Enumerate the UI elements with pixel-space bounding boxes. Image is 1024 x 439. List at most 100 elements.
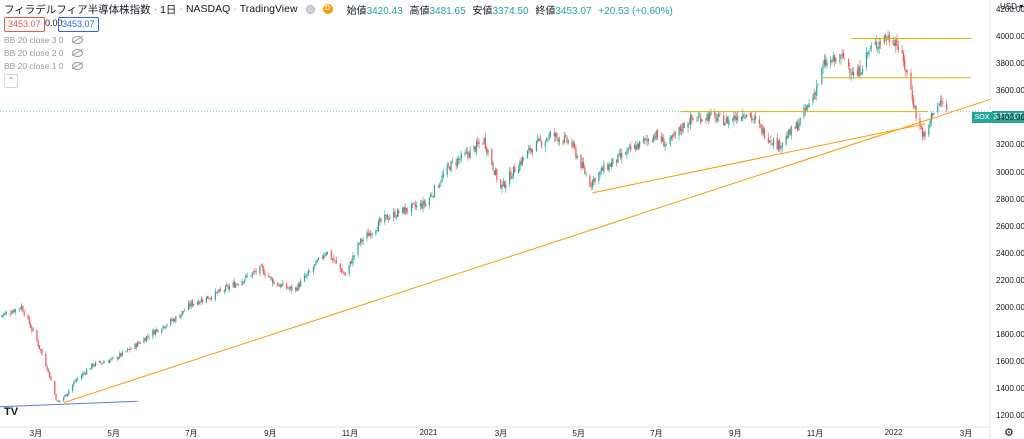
candle-up [273,281,275,284]
candle-down [856,70,859,76]
candle-down [692,118,694,120]
candle-up [646,139,648,142]
indicator-legend-bb3[interactable]: BB 20 close 3 0 [4,35,83,45]
candle-down [715,114,717,122]
eye-hidden-icon[interactable] [71,62,83,70]
candle-up [317,257,320,260]
interval-label[interactable]: 1日 [160,3,177,16]
candle-up [246,275,248,277]
candle-up [18,308,20,310]
candle-up [930,113,932,122]
candle-down [451,160,453,162]
candle-up [790,126,792,136]
candle-down [100,361,102,363]
candle-up [798,124,800,130]
candle-down [707,114,710,121]
x-tick-label: 3月 [29,429,43,438]
candle-down [171,319,173,321]
candle-up [433,185,436,197]
buy-price-box[interactable]: 3453.07 [58,17,99,32]
candle-up [521,157,523,165]
candle-up [653,135,655,141]
candle-down [344,274,346,276]
candle-up [187,303,190,310]
candle-up [143,338,145,343]
candle-up [83,372,85,374]
candle-up [644,138,646,141]
candle-up [517,169,520,174]
candle-down [157,329,159,333]
candle-up [753,117,755,120]
currency-selector[interactable]: USD ▾ [1000,2,1024,11]
candle-up [154,329,157,335]
candle-up [698,116,701,117]
candle-down [144,338,146,341]
candle-up [460,153,462,159]
candle-down [565,135,567,137]
eye-hidden-icon[interactable] [71,36,83,44]
candle-up [280,284,283,287]
candle-up [537,138,539,142]
candle-down [851,72,853,75]
candle-down [50,377,52,381]
candle-down [849,68,851,74]
candle-down [421,203,423,209]
candle-down [189,303,191,307]
indicator-legend-bb2[interactable]: BB 20 close 2 0 [4,48,83,58]
candle-down [386,214,388,220]
candle-down [36,330,38,341]
candle-down [491,149,493,165]
sell-price-box[interactable]: 3453.07 [4,17,45,32]
candle-up [446,165,448,175]
candle-up [627,147,629,151]
candle-up [464,152,466,155]
candle-down [760,125,762,127]
settings-gear-icon[interactable]: ⚙ [1004,427,1014,439]
candle-up [384,214,386,223]
candle-up [180,314,182,318]
candle-up [483,137,485,144]
candle-up [914,106,916,108]
eye-hidden-icon[interactable] [71,49,83,57]
candle-down [831,60,833,63]
candle-up [512,166,515,176]
tradingview-logo[interactable]: TV [4,406,19,418]
candle-up [746,114,748,117]
candle-down [679,126,681,131]
candle-up [823,59,825,65]
candle-up [393,212,395,218]
candle-down [647,138,650,142]
candle-down [654,136,656,138]
candle-down [700,116,702,123]
candle-down [23,311,25,316]
candle-up [98,361,100,363]
candle-up [218,289,220,293]
symbol-title[interactable]: フィラデルフィア半導体株指数 [4,3,151,16]
candle-up [661,137,664,142]
candle-up [432,196,434,197]
y-tick-label: 3000.00 [996,167,1024,177]
candle-down [449,166,451,170]
candle-down [946,103,948,111]
candle-down [198,301,200,305]
indicator-legend-bb1[interactable]: BB 20 close 1 0 [4,61,83,71]
candle-up [134,343,136,350]
candle-down [179,316,181,318]
candle-up [161,329,163,333]
candle-up [209,298,211,299]
candle-up [869,47,871,49]
candle-down [277,282,279,286]
candle-up [795,122,797,128]
candle-up [618,153,620,155]
candle-down [911,90,913,101]
candle-up [323,256,325,259]
candle-down [54,381,56,394]
collapse-legend-icon[interactable]: ⌃ [4,74,18,88]
x-tick-label: 11月 [806,429,824,438]
candle-down [637,143,639,149]
candle-up [835,57,837,62]
candle-up [473,145,475,150]
candle-down [173,319,176,322]
